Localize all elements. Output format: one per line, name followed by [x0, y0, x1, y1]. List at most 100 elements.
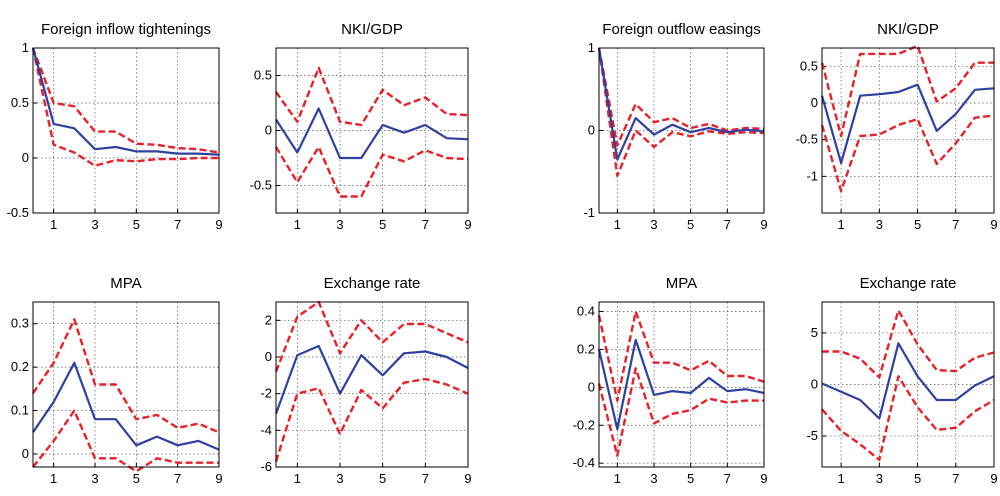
y-tick-label: 0 [811, 95, 818, 110]
panel-6: Exchange rate -6 -4 -2 0 2 1 3 5 7 9 [260, 275, 471, 486]
x-tick-label: 7 [952, 471, 959, 486]
y-tick-label: -0.5 [250, 178, 272, 193]
x-tick-label: 9 [215, 217, 222, 232]
x-tick-label: 5 [133, 217, 140, 232]
confidence-band-lower-line [32, 409, 219, 473]
y-tick-label: -0.4 [573, 455, 595, 470]
y-tick-label: 0 [265, 123, 272, 138]
y-tick-label: 1 [588, 40, 595, 55]
x-tick-label: 9 [760, 471, 767, 486]
panel-title: NKI/GDP [341, 21, 403, 38]
y-tick-label: -0.2 [573, 417, 595, 432]
panel-title: Exchange rate [324, 275, 421, 292]
panel-title: Exchange rate [860, 275, 957, 292]
y-tick-label: 0 [588, 379, 595, 394]
confidence-band-upper-line [822, 309, 995, 379]
x-tick-label: 5 [687, 217, 694, 232]
y-tick-label: 0.2 [577, 341, 595, 356]
x-tick-label: 5 [687, 471, 694, 486]
panel-title: MPA [110, 275, 141, 292]
panel-title: Foreign inflow tightenings [41, 21, 211, 38]
axes-frame [32, 301, 220, 468]
x-tick-label: 3 [336, 471, 343, 486]
x-tick-label: 1 [614, 471, 621, 486]
axes-frame [821, 301, 995, 468]
confidence-band-lower-line [597, 367, 764, 457]
x-tick-label: 3 [336, 217, 343, 232]
y-tick-label: -1 [583, 205, 595, 220]
x-tick-label: 3 [876, 217, 883, 232]
x-tick-label: 5 [914, 217, 921, 232]
panel-title: MPA [666, 275, 697, 292]
panel-7: MPA -0.4 -0.2 0 0.2 0.4 1 3 5 7 9 [573, 275, 768, 486]
x-tick-label: 5 [133, 471, 140, 486]
y-tick-label: -2 [260, 386, 272, 401]
median-response-line [821, 342, 995, 420]
axes-frame [275, 47, 469, 214]
y-tick-label: 0 [588, 123, 595, 138]
x-tick-label: 3 [650, 471, 657, 486]
x-tick-label: 7 [174, 471, 181, 486]
panel-title: Foreign outflow easings [602, 21, 760, 38]
confidence-band-upper-line [275, 66, 469, 127]
x-tick-label: 5 [379, 217, 386, 232]
median-response-line [275, 107, 469, 160]
y-tick-label: 0 [22, 150, 29, 165]
panel-3: Foreign outflow easings -1 0 1 1 3 5 7 9 [583, 21, 767, 232]
confidence-band-upper-line [597, 310, 765, 402]
y-tick-label: 0 [811, 377, 818, 392]
median-response-line [32, 361, 220, 451]
panel-4: NKI/GDP -1 -0.5 0 0.5 1 3 5 7 9 [796, 21, 998, 232]
x-tick-label: 9 [464, 217, 471, 232]
x-tick-label: 1 [294, 471, 301, 486]
y-tick-label: 0.2 [11, 359, 29, 374]
confidence-band-upper-line [820, 44, 994, 138]
confidence-band-lower-line [31, 47, 219, 167]
x-tick-label: 1 [837, 217, 844, 232]
panel-8: Exchange rate -5 0 5 1 3 5 7 9 [806, 275, 997, 486]
y-tick-label: 1 [22, 40, 29, 55]
axes-frame [275, 301, 469, 468]
confidence-band-lower-line [274, 377, 469, 462]
x-tick-label: 7 [422, 217, 429, 232]
y-tick-label: 0.1 [11, 403, 29, 418]
median-response-line [274, 344, 469, 415]
confidence-band-lower-line [597, 47, 765, 178]
x-tick-label: 9 [760, 217, 767, 232]
panel-2: NKI/GDP -0.5 0 0.5 1 3 5 7 9 [250, 21, 472, 232]
axes-frame [32, 47, 220, 214]
x-tick-label: 7 [174, 217, 181, 232]
y-tick-label: 0.4 [577, 303, 595, 318]
confidence-band-lower-line [274, 145, 469, 198]
x-tick-label: 9 [990, 217, 997, 232]
x-tick-label: 3 [91, 471, 98, 486]
axes-frame [821, 47, 995, 214]
y-tick-label: -4 [260, 422, 272, 437]
confidence-band-lower-line [820, 114, 995, 193]
x-tick-label: 7 [724, 217, 731, 232]
y-tick-label: 0 [22, 446, 29, 461]
y-tick-label: 0.5 [254, 68, 272, 83]
x-tick-label: 3 [91, 217, 98, 232]
x-tick-label: 9 [464, 471, 471, 486]
confidence-band-upper-line [32, 318, 220, 434]
y-tick-label: -5 [806, 428, 818, 443]
y-tick-label: -1 [806, 168, 818, 183]
x-tick-label: 1 [837, 471, 844, 486]
x-tick-label: 5 [914, 471, 921, 486]
panel-1: Foreign inflow tightenings -0.5 0 0.5 1 1 3 5 7 9 [7, 21, 223, 232]
confidence-band-lower-line [821, 375, 995, 461]
confidence-band-upper-line [31, 47, 220, 154]
y-tick-label: -6 [260, 459, 272, 474]
axes-frame [598, 47, 765, 214]
x-tick-label: 3 [876, 471, 883, 486]
y-tick-label: -0.5 [7, 205, 29, 220]
y-tick-label: 0.3 [11, 316, 29, 331]
y-tick-label: 0.5 [11, 95, 29, 110]
panel-title: NKI/GDP [877, 21, 939, 38]
y-tick-label: 2 [265, 312, 272, 327]
y-tick-label: 5 [811, 325, 818, 340]
panel-5: MPA 0 0.1 0.2 0.3 1 3 5 7 9 [11, 275, 223, 486]
x-tick-label: 7 [952, 217, 959, 232]
